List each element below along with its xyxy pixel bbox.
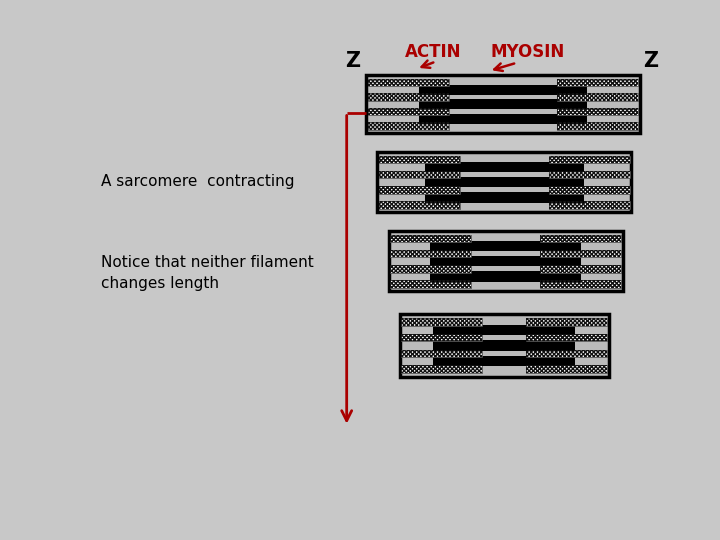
Bar	[549, 201, 629, 208]
Bar	[366, 75, 639, 133]
Bar	[526, 349, 607, 357]
Bar	[390, 250, 471, 258]
Bar	[368, 79, 449, 86]
Bar	[540, 250, 621, 258]
Bar	[368, 108, 449, 116]
Bar	[431, 256, 581, 266]
Bar	[390, 235, 471, 242]
Bar	[379, 186, 460, 193]
Bar	[431, 271, 581, 281]
Bar	[540, 265, 621, 273]
Bar	[379, 156, 460, 164]
Bar	[401, 334, 482, 341]
Bar	[401, 349, 482, 357]
Bar	[419, 85, 587, 95]
Bar	[526, 334, 607, 341]
Bar	[379, 201, 460, 208]
Bar	[549, 156, 629, 164]
Bar	[379, 171, 460, 178]
Bar	[549, 171, 629, 178]
Bar	[368, 123, 449, 130]
Bar	[401, 349, 482, 357]
Bar	[557, 93, 638, 101]
Bar	[540, 280, 621, 288]
Bar	[379, 186, 460, 193]
Bar	[557, 123, 638, 130]
Bar	[557, 123, 638, 130]
Bar	[557, 93, 638, 101]
Bar	[526, 319, 607, 326]
Bar	[540, 235, 621, 242]
Bar	[433, 340, 575, 350]
Bar	[557, 79, 638, 86]
Bar	[368, 108, 449, 116]
Bar	[526, 349, 607, 357]
Bar	[368, 93, 449, 101]
Text: Z: Z	[643, 51, 658, 71]
Bar	[425, 192, 584, 202]
Bar	[433, 356, 575, 366]
Bar	[540, 265, 621, 273]
Bar	[390, 265, 471, 273]
Bar	[540, 280, 621, 288]
Bar	[368, 79, 449, 86]
Bar	[379, 156, 460, 164]
Bar	[401, 365, 482, 373]
Bar	[540, 250, 621, 258]
Bar	[368, 123, 449, 130]
Bar	[377, 152, 631, 212]
Bar	[526, 365, 607, 373]
Text: Notice that neither filament
changes length: Notice that neither filament changes len…	[101, 255, 314, 291]
Bar	[433, 325, 575, 335]
Bar	[401, 365, 482, 373]
Bar	[390, 280, 471, 288]
Bar	[526, 334, 607, 341]
Bar	[557, 108, 638, 116]
Bar	[425, 162, 584, 172]
Bar	[419, 99, 587, 110]
Bar	[526, 365, 607, 373]
Bar	[549, 201, 629, 208]
Bar	[557, 79, 638, 86]
Text: ACTIN: ACTIN	[405, 43, 462, 62]
Bar	[549, 171, 629, 178]
Text: MYOSIN: MYOSIN	[491, 43, 565, 62]
Bar	[379, 201, 460, 208]
Bar	[401, 334, 482, 341]
Bar	[549, 186, 629, 193]
Bar	[390, 265, 471, 273]
Bar	[368, 93, 449, 101]
Text: Z: Z	[345, 51, 360, 71]
Bar	[549, 156, 629, 164]
Bar	[401, 319, 482, 326]
Bar	[425, 177, 584, 187]
Bar	[549, 186, 629, 193]
Bar	[400, 314, 609, 377]
Bar	[540, 235, 621, 242]
Bar	[379, 171, 460, 178]
Bar	[389, 231, 623, 292]
Bar	[431, 241, 581, 252]
Bar	[390, 235, 471, 242]
Bar	[557, 108, 638, 116]
Bar	[390, 280, 471, 288]
Bar	[419, 113, 587, 124]
Bar	[526, 319, 607, 326]
Text: A sarcomere  contracting: A sarcomere contracting	[101, 174, 294, 188]
Bar	[390, 250, 471, 258]
Bar	[401, 319, 482, 326]
